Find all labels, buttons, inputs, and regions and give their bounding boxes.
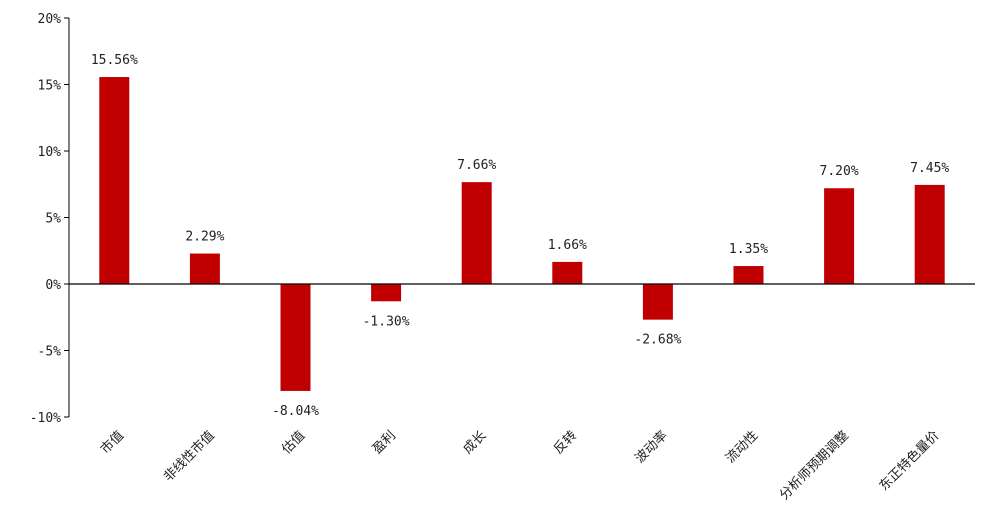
category-label: 盈利 — [370, 428, 399, 457]
data-label: 1.66% — [548, 238, 587, 253]
y-axis: 20% 15% 10% 5% 0% -5% -10% — [30, 12, 70, 426]
bar — [914, 184, 945, 284]
data-label: 1.35% — [729, 242, 768, 257]
bar — [642, 284, 673, 320]
bar — [552, 261, 583, 284]
category-label: 市值 — [97, 428, 127, 458]
data-labels: 15.56% 2.29% -8.04% -1.30% 7.66% 1.66% -2.68% 1… — [91, 53, 950, 419]
data-label: -2.68% — [634, 333, 681, 348]
category-labels: 市值 非线性市值 估值 盈利 成长 反转 波动率 流动性 分析师预期调整 东正特色量价 — [97, 428, 942, 504]
bar — [371, 284, 402, 302]
bar — [99, 77, 130, 284]
data-label: 7.66% — [457, 158, 496, 173]
y-tick-label: -5% — [38, 345, 62, 360]
data-label: 2.29% — [185, 230, 224, 245]
bar — [824, 188, 855, 284]
y-tick-label: -10% — [30, 411, 61, 426]
y-tick-label: 15% — [38, 79, 62, 94]
bar — [189, 253, 220, 284]
category-label: 波动率 — [632, 428, 671, 467]
data-label: 7.20% — [820, 164, 859, 179]
bar — [461, 182, 492, 284]
category-label: 反转 — [551, 428, 580, 457]
y-tick-label: 5% — [45, 212, 61, 227]
bar — [280, 284, 311, 391]
bar — [733, 266, 764, 284]
data-label: 15.56% — [91, 53, 138, 68]
y-tick-label: 10% — [38, 145, 62, 160]
data-label: -1.30% — [363, 314, 410, 329]
category-label: 东正特色量价 — [876, 428, 942, 494]
category-label: 流动性 — [723, 428, 761, 466]
y-tick-label: 0% — [45, 278, 61, 293]
data-label: -8.04% — [272, 404, 319, 419]
category-label: 分析师预期调整 — [777, 428, 852, 503]
y-tick-label: 20% — [38, 12, 62, 27]
bars — [99, 77, 945, 391]
category-label: 非线性市值 — [160, 428, 217, 485]
category-label: 估值 — [279, 428, 309, 458]
data-label: 7.45% — [910, 161, 949, 176]
category-label: 成长 — [461, 428, 490, 457]
